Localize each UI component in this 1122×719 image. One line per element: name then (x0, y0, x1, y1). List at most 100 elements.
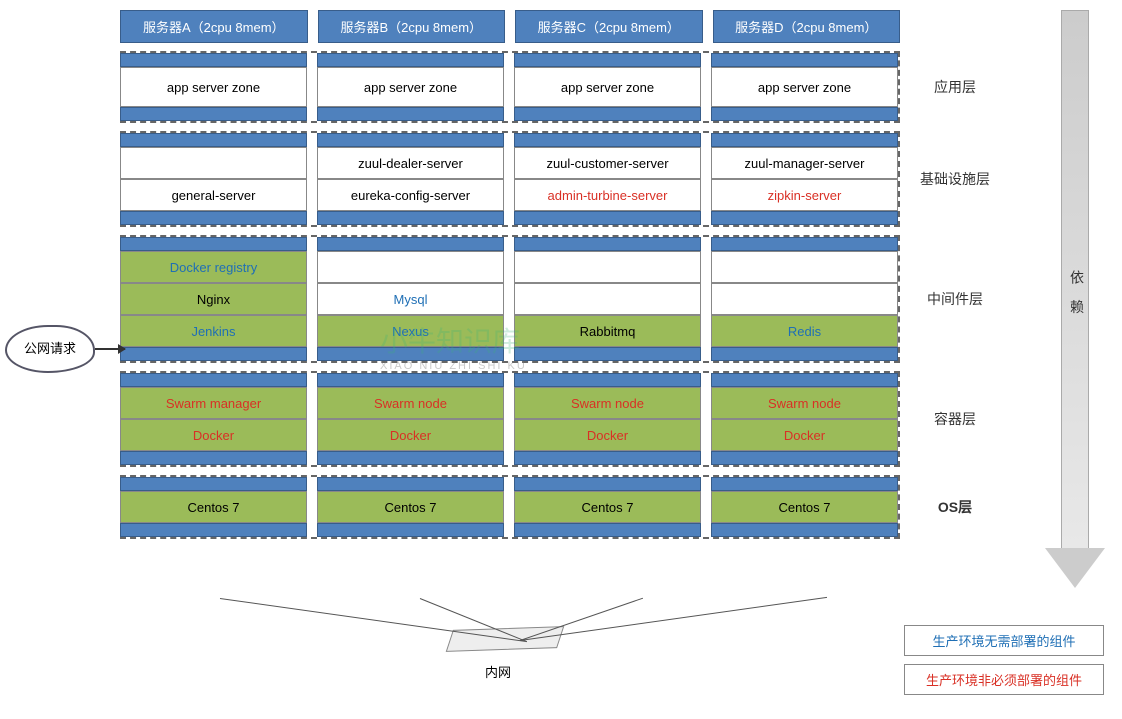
spacer-bar (317, 133, 504, 147)
spacer-bar (317, 373, 504, 387)
public-request-cloud: 公网请求 (5, 325, 95, 373)
spacer-bar (120, 237, 307, 251)
spacer-bar (120, 347, 307, 361)
spacer-bar (514, 237, 701, 251)
spacer-bar (514, 347, 701, 361)
cell: app server zone (317, 67, 504, 107)
cell: Docker (711, 419, 898, 451)
cell: Swarm manager (120, 387, 307, 419)
spacer-bar (711, 237, 898, 251)
cell: Docker registry (120, 251, 307, 283)
spacer-bar (711, 347, 898, 361)
spacer-bar (120, 53, 307, 67)
cell: zuul-manager-server (711, 147, 898, 179)
cell: Jenkins (120, 315, 307, 347)
spacer-bar (514, 107, 701, 121)
cell: app server zone (711, 67, 898, 107)
cell: Nexus (317, 315, 504, 347)
cell: Centos 7 (317, 491, 504, 523)
spacer-bar (514, 53, 701, 67)
net-line (220, 598, 527, 642)
spacer-bar (514, 523, 701, 537)
cell: zuul-customer-server (514, 147, 701, 179)
spacer-bar (317, 53, 504, 67)
layer-label-infra: 基础设施层 (910, 169, 1000, 189)
cell: general-server (120, 179, 307, 211)
server-header: 服务器C（2cpu 8mem） (515, 10, 703, 43)
spacer-bar (711, 53, 898, 67)
cell (514, 283, 701, 315)
spacer-bar (711, 107, 898, 121)
server-header: 服务器A（2cpu 8mem） (120, 10, 308, 43)
layer-container: Swarm manager Swarm node Swarm node Swarm n… (120, 371, 900, 467)
arrow-to-nginx (95, 348, 125, 350)
legend-optional-blue: 生产环境无需部署的组件 (904, 625, 1104, 656)
layer-os: Centos 7 Centos 7 Centos 7 Centos 7 (120, 475, 900, 539)
diagram-main: 服务器A（2cpu 8mem） 服务器B（2cpu 8mem） 服务器C（2cpu … (120, 10, 900, 539)
spacer-bar (711, 133, 898, 147)
cell: Docker (514, 419, 701, 451)
layer-label-app: 应用层 (910, 77, 1000, 97)
cell: Centos 7 (120, 491, 307, 523)
cell: admin-turbine-server (514, 179, 701, 211)
cell: Docker (317, 419, 504, 451)
cell: zuul-dealer-server (317, 147, 504, 179)
spacer-bar (120, 373, 307, 387)
cell: eureka-config-server (317, 179, 504, 211)
cell (514, 251, 701, 283)
server-header: 服务器B（2cpu 8mem） (318, 10, 506, 43)
network-switch-label: 内网 (485, 662, 511, 681)
cell: Redis (711, 315, 898, 347)
spacer-bar (711, 523, 898, 537)
cell: Centos 7 (514, 491, 701, 523)
cell: Swarm node (514, 387, 701, 419)
spacer-bar (514, 373, 701, 387)
layer-label-middleware: 中间件层 (910, 289, 1000, 309)
cell: Mysql (317, 283, 504, 315)
spacer-bar (711, 373, 898, 387)
spacer-bar (120, 451, 307, 465)
cell: Swarm node (711, 387, 898, 419)
net-line (520, 597, 827, 641)
cell: Docker (120, 419, 307, 451)
layer-app: app server zoneapp server zoneapp server… (120, 51, 900, 123)
cell: Nginx (120, 283, 307, 315)
cell: zipkin-server (711, 179, 898, 211)
cell (317, 251, 504, 283)
spacer-bar (317, 347, 504, 361)
spacer-bar (317, 523, 504, 537)
cell: app server zone (514, 67, 701, 107)
net-line (520, 598, 643, 641)
cell (711, 251, 898, 283)
cell: app server zone (120, 67, 307, 107)
spacer-bar (120, 211, 307, 225)
spacer-bar (711, 477, 898, 491)
spacer-bar (514, 477, 701, 491)
layer-label-os: OS层 (910, 497, 1000, 517)
spacer-bar (120, 107, 307, 121)
dependency-label: 依 赖 (1067, 270, 1087, 320)
layer-infra: zuul-dealer-server zuul-customer-server zu… (120, 131, 900, 227)
layer-middleware: Docker registryNginx Mysql Jenkins Nexus Rab… (120, 235, 900, 363)
spacer-bar (514, 133, 701, 147)
spacer-bar (514, 451, 701, 465)
spacer-bar (120, 523, 307, 537)
spacer-bar (711, 211, 898, 225)
cell (120, 147, 307, 179)
server-headers-row: 服务器A（2cpu 8mem） 服务器B（2cpu 8mem） 服务器C（2cpu … (120, 10, 900, 43)
spacer-bar (317, 237, 504, 251)
cell (711, 283, 898, 315)
spacer-bar (317, 451, 504, 465)
spacer-bar (120, 477, 307, 491)
cell: Rabbitmq (514, 315, 701, 347)
spacer-bar (317, 107, 504, 121)
spacer-bar (317, 211, 504, 225)
legend: 生产环境无需部署的组件 生产环境非必须部署的组件 (904, 625, 1104, 703)
cell: Swarm node (317, 387, 504, 419)
cell: Centos 7 (711, 491, 898, 523)
dependency-arrow: 依 赖 (1045, 10, 1105, 590)
cloud-label: 公网请求 (5, 325, 95, 373)
spacer-bar (514, 211, 701, 225)
spacer-bar (120, 133, 307, 147)
spacer-bar (711, 451, 898, 465)
